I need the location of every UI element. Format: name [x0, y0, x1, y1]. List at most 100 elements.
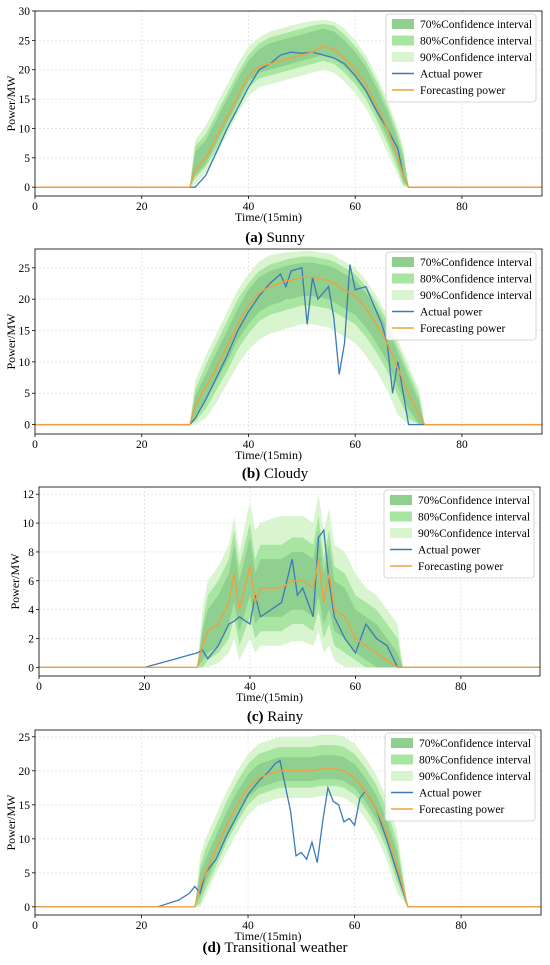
x-tick-label: 80	[455, 681, 467, 693]
actual-power-line	[39, 528, 540, 668]
caption-letter: (b)	[242, 466, 260, 482]
legend-entry: 70%Confidence interval	[419, 738, 531, 750]
caption-letter: (c)	[247, 709, 264, 725]
legend-entry: 80%Confidence interval	[418, 512, 530, 524]
x-tick-label: 0	[32, 201, 38, 213]
panel-caption: (b) Cloudy	[242, 466, 309, 482]
y-axis-label: Power/MW	[4, 794, 18, 851]
y-tick-label: 12	[23, 489, 35, 501]
axes-frame	[38, 486, 541, 677]
x-tick-label: 20	[136, 439, 148, 451]
legend-entry: Forecasting power	[420, 323, 505, 335]
legend-swatch-ci	[391, 738, 413, 748]
plot-area	[35, 734, 541, 908]
y-tick-label: 0	[24, 902, 30, 914]
forecasting-power-line	[35, 276, 542, 426]
caption-text: Cloudy	[260, 466, 308, 482]
ci90-band	[35, 250, 542, 425]
y-tick-label: 5	[24, 153, 30, 165]
x-tick-label: 60	[350, 681, 362, 693]
legend-swatch-ci	[392, 290, 414, 300]
x-tick-label: 20	[136, 920, 148, 932]
legend-swatch-ci	[390, 495, 412, 505]
x-tick-label: 20	[136, 201, 148, 213]
y-axis-label: Power/MW	[8, 553, 22, 610]
legend-swatch-ci	[392, 19, 414, 29]
x-tick-label: 60	[349, 920, 361, 932]
legend-entry: 90%Confidence interval	[420, 290, 532, 302]
x-tick-label: 60	[349, 439, 361, 451]
legend-entry: 90%Confidence interval	[419, 771, 531, 783]
y-axis-label: Power/MW	[4, 313, 18, 370]
x-axis-label: Time/(15min)	[235, 210, 302, 224]
plot-area	[35, 19, 542, 188]
legend-swatch-ci	[391, 754, 413, 765]
chart-panel-4: 0 20 40 60 80 0 5 10 15 20 25 Time/(15min) Power/MW 7…	[4, 729, 542, 956]
caption-text: Rainy	[264, 709, 304, 725]
y-tick-label: 10	[19, 123, 31, 135]
y-tick-label: 10	[19, 357, 31, 369]
legend-entry: Forecasting power	[419, 804, 504, 816]
y-tick-label: 6	[28, 576, 34, 588]
legend-swatch-ci	[391, 771, 413, 781]
legend-entry: 70%Confidence interval	[420, 19, 532, 31]
y-tick-label: 15	[19, 326, 31, 338]
legend-box	[385, 13, 537, 103]
y-tick-label: 30	[19, 6, 31, 18]
x-tick-label: 40	[242, 920, 254, 932]
legend-swatch-ci	[390, 511, 412, 522]
legend-entry: Actual power	[419, 788, 481, 800]
x-tick-label: 0	[32, 920, 38, 932]
caption-text: Transitional weather	[221, 940, 348, 956]
x-tick-label: 80	[456, 201, 468, 213]
y-tick-label: 2	[28, 633, 34, 645]
x-axis-label: Time/(15min)	[235, 448, 302, 462]
plot-area	[35, 250, 542, 426]
y-tick-label: 4	[28, 605, 34, 617]
y-axis-label: Power/MW	[4, 75, 18, 132]
legend-swatch-ci	[392, 257, 414, 267]
axes-frame	[34, 10, 543, 197]
legend-entry: 70%Confidence interval	[418, 495, 530, 507]
x-tick-label: 0	[32, 439, 38, 451]
x-tick-label: 20	[139, 681, 151, 693]
y-tick-label: 5	[24, 388, 30, 400]
x-tick-label: 80	[456, 439, 468, 451]
axes-frame	[34, 729, 542, 916]
y-tick-label: 25	[19, 732, 31, 744]
y-tick-label: 20	[19, 65, 31, 77]
y-tick-label: 15	[19, 94, 31, 106]
legend-entry: Forecasting power	[418, 561, 503, 573]
y-tick-label: 20	[19, 294, 31, 306]
legend-entry: Actual power	[418, 545, 480, 557]
y-tick-label: 5	[24, 868, 30, 880]
ci70-band	[35, 28, 542, 188]
x-tick-label: 40	[244, 681, 256, 693]
y-tick-label: 15	[19, 800, 31, 812]
panel-caption: (d) Transitional weather	[203, 940, 348, 956]
x-axis-label: Time/(15min)	[236, 690, 303, 704]
y-tick-label: 20	[19, 766, 31, 778]
legend-box	[385, 251, 537, 341]
y-tick-label: 8	[28, 547, 34, 559]
panel-caption: (a) Sunny	[245, 230, 305, 246]
plot-area	[39, 494, 540, 669]
forecasting-power-line	[35, 768, 541, 908]
legend-swatch-ci	[392, 52, 414, 62]
legend-swatch-ci	[390, 528, 412, 538]
x-tick-label: 40	[243, 201, 255, 213]
chart-panel-1: 0 20 40 60 80 0 5 10 15 20 25 30 Time/(15min) Power/M…	[4, 6, 543, 246]
legend-entry: Actual power	[420, 307, 482, 319]
x-tick-label: 80	[455, 920, 467, 932]
legend-box	[384, 732, 536, 822]
chart-panel-2: 0 20 40 60 80 0 5 10 15 20 25 Time/(15min) Power/MW 7…	[4, 248, 543, 482]
actual-power-line	[35, 264, 542, 426]
y-tick-label: 0	[24, 182, 30, 194]
caption-letter: (a)	[245, 230, 263, 246]
legend-entry: 90%Confidence interval	[420, 52, 532, 64]
x-tick-label: 40	[243, 439, 255, 451]
y-tick-label: 25	[19, 35, 31, 47]
caption-text: Sunny	[263, 230, 306, 246]
legend-entry: 90%Confidence interval	[418, 528, 530, 540]
